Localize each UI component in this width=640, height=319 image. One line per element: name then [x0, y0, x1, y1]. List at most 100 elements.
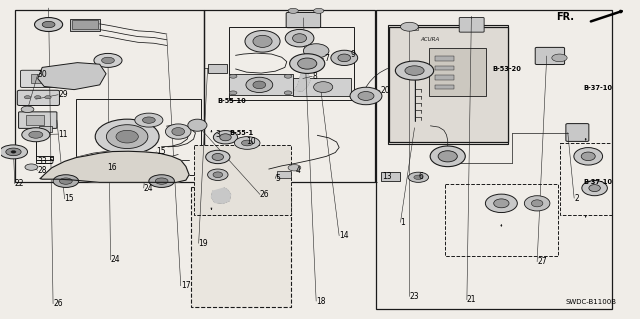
Text: 33.5: 33.5 — [38, 157, 55, 166]
Ellipse shape — [298, 58, 317, 69]
Text: 28: 28 — [38, 166, 47, 175]
FancyBboxPatch shape — [566, 123, 589, 141]
Ellipse shape — [350, 87, 382, 105]
Bar — [207, 63, 227, 73]
Text: 23: 23 — [410, 292, 419, 300]
Text: 18: 18 — [316, 297, 326, 306]
Circle shape — [135, 113, 163, 127]
Text: 15: 15 — [65, 194, 74, 204]
Bar — [435, 75, 454, 80]
Circle shape — [21, 106, 34, 113]
Circle shape — [24, 96, 31, 99]
Ellipse shape — [207, 169, 228, 181]
Text: 9: 9 — [351, 49, 356, 59]
Text: ACURA: ACURA — [420, 37, 440, 42]
Circle shape — [11, 151, 16, 153]
Text: 1: 1 — [401, 218, 405, 227]
Text: 13: 13 — [383, 172, 392, 181]
Circle shape — [314, 8, 324, 13]
Circle shape — [0, 145, 28, 159]
Ellipse shape — [331, 50, 358, 65]
Text: B-55-10: B-55-10 — [218, 98, 246, 104]
Text: 8: 8 — [312, 72, 317, 81]
Bar — [26, 115, 44, 124]
Ellipse shape — [292, 34, 307, 43]
Ellipse shape — [106, 125, 148, 149]
Text: 27: 27 — [537, 257, 547, 266]
Text: SWDC-B1100B: SWDC-B1100B — [566, 300, 617, 305]
Text: 24: 24 — [144, 184, 154, 193]
Text: 2: 2 — [574, 194, 579, 203]
Circle shape — [405, 66, 424, 75]
Polygon shape — [294, 74, 310, 91]
Bar — [72, 20, 98, 29]
Circle shape — [29, 131, 43, 138]
Circle shape — [35, 96, 41, 99]
Ellipse shape — [582, 181, 607, 196]
Ellipse shape — [314, 82, 333, 93]
Bar — [99, 167, 124, 175]
Ellipse shape — [581, 152, 595, 160]
Bar — [15, 10, 204, 182]
Text: 5: 5 — [275, 174, 280, 183]
Bar — [293, 78, 351, 96]
Bar — [95, 165, 127, 177]
Circle shape — [241, 140, 253, 146]
Text: 7: 7 — [324, 54, 329, 63]
Bar — [31, 74, 45, 83]
Bar — [204, 10, 375, 182]
Ellipse shape — [253, 35, 272, 48]
Ellipse shape — [245, 31, 280, 52]
Ellipse shape — [485, 194, 517, 212]
Circle shape — [408, 172, 429, 182]
FancyBboxPatch shape — [19, 112, 57, 128]
Bar — [445, 184, 557, 256]
Circle shape — [401, 22, 419, 31]
Text: 26: 26 — [260, 190, 269, 199]
Text: 24: 24 — [111, 256, 120, 264]
Ellipse shape — [166, 124, 191, 139]
Ellipse shape — [116, 130, 138, 143]
Circle shape — [288, 165, 301, 171]
Circle shape — [229, 74, 237, 78]
Ellipse shape — [188, 119, 207, 131]
Ellipse shape — [338, 54, 351, 62]
Ellipse shape — [220, 134, 231, 141]
Ellipse shape — [95, 119, 159, 154]
FancyBboxPatch shape — [20, 70, 58, 87]
Text: 10: 10 — [246, 137, 255, 146]
Circle shape — [156, 178, 168, 184]
Polygon shape — [211, 188, 230, 203]
Ellipse shape — [285, 29, 314, 47]
Polygon shape — [40, 151, 189, 182]
Text: B-53-20: B-53-20 — [492, 66, 522, 72]
Ellipse shape — [253, 81, 266, 89]
Circle shape — [22, 128, 50, 142]
Circle shape — [288, 8, 298, 13]
Ellipse shape — [212, 153, 223, 160]
Circle shape — [6, 148, 21, 156]
Text: 17: 17 — [180, 281, 191, 290]
Circle shape — [284, 74, 292, 78]
Bar — [389, 27, 508, 142]
Bar — [429, 48, 486, 96]
Ellipse shape — [493, 199, 509, 208]
FancyBboxPatch shape — [460, 18, 484, 32]
Text: 4: 4 — [296, 166, 301, 175]
Circle shape — [42, 21, 55, 28]
Text: FR.: FR. — [556, 11, 574, 22]
Circle shape — [35, 18, 63, 32]
Ellipse shape — [213, 172, 223, 178]
Bar — [435, 66, 454, 70]
Text: B-55-1: B-55-1 — [229, 130, 253, 137]
Bar — [560, 143, 612, 215]
Ellipse shape — [430, 146, 465, 167]
Bar — [408, 26, 419, 30]
Circle shape — [396, 61, 434, 80]
Bar — [229, 74, 293, 95]
Bar — [435, 56, 454, 61]
Ellipse shape — [358, 92, 374, 100]
Circle shape — [414, 175, 423, 180]
Bar — [229, 27, 355, 100]
Circle shape — [229, 91, 237, 95]
